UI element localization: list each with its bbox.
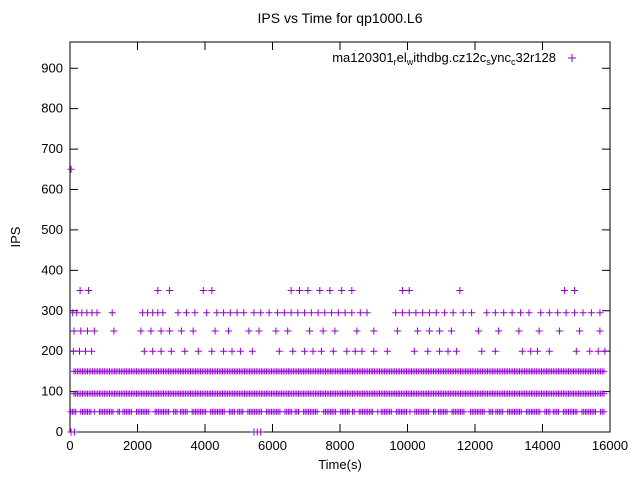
- scatter-points-y200: [69, 347, 609, 355]
- plot-border: [69, 41, 611, 433]
- y-tick-label: 0: [56, 424, 63, 439]
- band-points-y95: [71, 390, 607, 397]
- legend-label: ma120301relwithdbg.cz12csyncc32r128: [332, 50, 556, 67]
- band-points-y50: [67, 408, 607, 415]
- x-axis-label: Time(s): [318, 457, 362, 472]
- x-tick-label: 0: [66, 438, 73, 453]
- y-tick-label: 500: [41, 222, 63, 237]
- chart-title: IPS vs Time for qp1000.L6: [258, 10, 423, 26]
- x-tick-label: 16000: [592, 438, 628, 453]
- scatter-points-y295: [69, 309, 604, 317]
- y-tick-label: 900: [41, 60, 63, 75]
- legend-marker: [568, 54, 576, 62]
- tick-marks: [69, 42, 611, 433]
- y-axis-label: IPS: [8, 226, 23, 247]
- y-tick-label: 300: [41, 303, 63, 318]
- x-tick-label: 10000: [389, 438, 425, 453]
- scatter-points-y0: [67, 428, 265, 436]
- x-tick-label: 8000: [326, 438, 355, 453]
- y-tick-label: 800: [41, 101, 63, 116]
- x-tick-label: 12000: [457, 438, 493, 453]
- band-points-y150: [71, 368, 607, 375]
- x-tick-label: 14000: [524, 438, 560, 453]
- y-tick-label: 200: [41, 343, 63, 358]
- y-tick-label: 100: [41, 384, 63, 399]
- scatter-points-y250: [70, 327, 604, 335]
- legend: ma120301relwithdbg.cz12csyncc32r128: [332, 50, 576, 67]
- y-tick-label: 600: [41, 182, 63, 197]
- scatter-points-y350: [76, 287, 579, 294]
- y-tick-label: 400: [41, 262, 63, 277]
- x-tick-label: 4000: [191, 438, 220, 453]
- x-tick-label: 2000: [123, 438, 152, 453]
- x-tick-label: 6000: [258, 438, 287, 453]
- scatter-singles: [67, 165, 75, 173]
- plot-area: 0 2000 4000 6000 8000 10000 12000 14000 16000 0 10…: [41, 41, 628, 453]
- y-tick-label: 700: [41, 141, 63, 156]
